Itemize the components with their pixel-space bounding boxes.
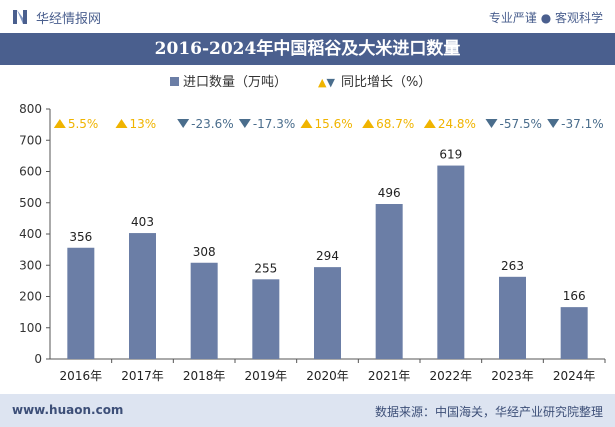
legend-label-quantity: 进口数量（万吨） [183,75,288,90]
y-tick-label: 0 [34,352,42,366]
x-tick-label: 2022年 [430,369,473,383]
x-tick-label: 2021年 [368,369,411,383]
bar-value-label: 294 [316,249,339,263]
y-tick-label: 300 [19,258,42,272]
x-tick-label: 2016年 [60,369,103,383]
title-bar: 2016-2024年中国稻谷及大米进口数量 [0,33,615,65]
y-tick-label: 500 [19,196,42,210]
y-tick-label: 800 [19,102,42,116]
legend-item-growth: ▲▼ 同比增长（%） [318,71,431,90]
bar [560,307,588,359]
x-tick-label: 2020年 [306,369,349,383]
x-tick-label: 2017年 [121,369,164,383]
brand-name: 华经情报网 [36,12,102,27]
x-tick-label: 2018年 [183,369,226,383]
bar [190,262,218,359]
growth-label: -57.5% [500,117,542,131]
bar [67,247,95,359]
bar [314,267,341,359]
chart-legend: 进口数量（万吨） ▲▼ 同比增长（%） [0,68,615,90]
bar [252,279,280,359]
x-tick-label: 2024年 [553,369,596,383]
chart-title: 2016-2024年中国稻谷及大米进口数量 [154,39,461,59]
growth-up-triangle-icon [362,119,375,128]
y-tick-label: 700 [19,133,42,147]
growth-label: -23.6% [191,117,233,131]
legend-item-quantity: 进口数量（万吨） [170,71,287,90]
growth-label: 68.7% [376,117,414,131]
growth-down-triangle-icon [485,119,498,128]
bar-chart: 0 100 200 300 400 500 600 700 800 356 2016年 5.5% 403… [19,102,606,383]
bar [437,165,465,359]
growth-label: 5.5% [68,117,99,131]
growth-label: 24.8% [438,117,476,131]
growth-down-triangle-icon [547,119,560,128]
bar-value-label: 496 [378,186,401,200]
growth-label: 13% [130,117,157,131]
growth-down-triangle-icon [238,119,251,128]
bar-value-label: 356 [69,230,92,244]
growth-up-triangle-icon [423,119,436,128]
bar-value-label: 255 [254,261,277,275]
growth-label: -17.3% [253,117,295,131]
x-tick-label: 2019年 [245,369,288,383]
bar-value-label: 166 [563,289,586,303]
bar [129,233,156,359]
y-tick-label: 200 [19,290,42,304]
brand-slogan: 专业严谨 ● 客观科学 [488,11,603,25]
bar [375,204,403,359]
x-tick-label: 2023年 [491,369,534,383]
legend-label-growth: 同比增长（%） [340,75,432,90]
legend-triangle-up-icon: ▲ [318,76,327,89]
footer-website: www.huaon.com [12,403,124,417]
brand-logo-icon [13,10,27,24]
growth-down-triangle-icon [177,119,190,128]
growth-up-triangle-icon [300,119,313,128]
footer-source: 数据来源：中国海关，华经产业研究院整理 [374,405,603,419]
y-tick-label: 100 [19,321,42,335]
bar-value-label: 308 [193,245,216,259]
legend-swatch-bar-icon [170,77,179,86]
bar-value-label: 403 [131,215,154,229]
y-tick-label: 400 [19,227,42,241]
growth-label: -37.1% [561,117,603,131]
footer-bar: www.huaon.com 数据来源：中国海关，华经产业研究院整理 [0,394,615,427]
growth-up-triangle-icon [53,119,66,128]
growth-up-triangle-icon [115,119,128,128]
y-tick-label: 600 [19,165,42,179]
bar-value-label: 619 [439,148,462,162]
legend-triangle-down-icon: ▼ [326,76,335,89]
bar [499,276,526,359]
header-bar: 华经情报网 专业严谨 ● 客观科学 [0,0,615,33]
bar-value-label: 263 [501,259,524,273]
growth-label: 15.6% [315,117,353,131]
